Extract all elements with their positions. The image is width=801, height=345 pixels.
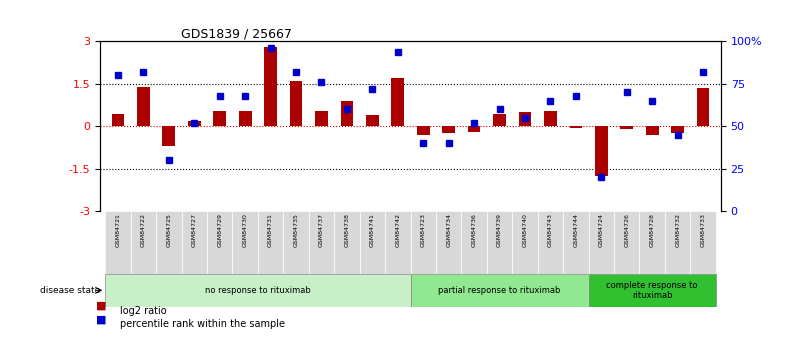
Bar xyxy=(340,101,353,126)
FancyBboxPatch shape xyxy=(105,211,131,274)
Bar xyxy=(213,111,226,126)
Bar xyxy=(621,126,633,129)
FancyBboxPatch shape xyxy=(182,211,207,274)
Bar xyxy=(239,111,252,126)
FancyBboxPatch shape xyxy=(284,211,308,274)
FancyBboxPatch shape xyxy=(411,274,589,307)
FancyBboxPatch shape xyxy=(436,211,461,274)
Bar xyxy=(518,112,531,126)
Text: GSM84743: GSM84743 xyxy=(548,213,553,247)
FancyBboxPatch shape xyxy=(487,211,513,274)
Text: GSM84737: GSM84737 xyxy=(319,213,324,247)
Bar xyxy=(111,114,124,126)
Bar xyxy=(595,126,608,176)
Text: GSM84727: GSM84727 xyxy=(191,213,197,247)
Text: percentile rank within the sample: percentile rank within the sample xyxy=(120,319,285,329)
FancyBboxPatch shape xyxy=(258,211,284,274)
Bar xyxy=(697,88,710,126)
Text: GSM84728: GSM84728 xyxy=(650,213,654,247)
Bar xyxy=(366,115,379,126)
Text: GSM84739: GSM84739 xyxy=(497,213,502,247)
FancyBboxPatch shape xyxy=(156,211,182,274)
Text: GSM84736: GSM84736 xyxy=(472,213,477,247)
FancyBboxPatch shape xyxy=(308,211,334,274)
FancyBboxPatch shape xyxy=(360,211,385,274)
Text: GSM84721: GSM84721 xyxy=(115,213,120,247)
Text: GDS1839 / 25667: GDS1839 / 25667 xyxy=(181,27,292,40)
Text: ■: ■ xyxy=(96,301,107,311)
Text: GSM84734: GSM84734 xyxy=(446,213,451,247)
Text: GSM84729: GSM84729 xyxy=(217,213,222,247)
Text: GSM84732: GSM84732 xyxy=(675,213,680,247)
Bar xyxy=(671,126,684,134)
Bar xyxy=(468,126,481,132)
Text: GSM84726: GSM84726 xyxy=(624,213,630,247)
Bar xyxy=(442,126,455,134)
Bar xyxy=(417,126,429,135)
Text: disease state: disease state xyxy=(40,286,100,295)
FancyBboxPatch shape xyxy=(639,211,665,274)
Text: GSM84741: GSM84741 xyxy=(370,213,375,247)
Text: GSM84740: GSM84740 xyxy=(522,213,528,247)
FancyBboxPatch shape xyxy=(105,274,411,307)
FancyBboxPatch shape xyxy=(614,211,639,274)
Text: GSM84742: GSM84742 xyxy=(395,213,400,247)
FancyBboxPatch shape xyxy=(665,211,690,274)
Text: GSM84738: GSM84738 xyxy=(344,213,349,247)
Bar xyxy=(264,47,277,126)
Bar xyxy=(544,111,557,126)
FancyBboxPatch shape xyxy=(461,211,487,274)
Bar xyxy=(646,126,658,135)
FancyBboxPatch shape xyxy=(589,274,716,307)
Text: ■: ■ xyxy=(96,315,107,325)
FancyBboxPatch shape xyxy=(232,211,258,274)
FancyBboxPatch shape xyxy=(385,211,411,274)
Text: no response to rituximab: no response to rituximab xyxy=(205,286,311,295)
Text: GSM84730: GSM84730 xyxy=(243,213,248,247)
FancyBboxPatch shape xyxy=(589,211,614,274)
FancyBboxPatch shape xyxy=(537,211,563,274)
Bar xyxy=(570,126,582,128)
Bar xyxy=(493,114,506,126)
Text: GSM84733: GSM84733 xyxy=(701,213,706,247)
FancyBboxPatch shape xyxy=(207,211,232,274)
Text: GSM84735: GSM84735 xyxy=(293,213,299,247)
Text: GSM84722: GSM84722 xyxy=(141,213,146,247)
FancyBboxPatch shape xyxy=(513,211,537,274)
FancyBboxPatch shape xyxy=(131,211,156,274)
Text: GSM84744: GSM84744 xyxy=(574,213,578,247)
Bar xyxy=(137,87,150,126)
Text: GSM84725: GSM84725 xyxy=(167,213,171,247)
FancyBboxPatch shape xyxy=(411,211,436,274)
Bar xyxy=(392,78,405,126)
Bar xyxy=(290,81,303,126)
Text: GSM84724: GSM84724 xyxy=(599,213,604,247)
Text: GSM84731: GSM84731 xyxy=(268,213,273,247)
FancyBboxPatch shape xyxy=(690,211,716,274)
Text: log2 ratio: log2 ratio xyxy=(120,306,167,315)
Bar xyxy=(163,126,175,146)
Text: complete response to
rituximab: complete response to rituximab xyxy=(606,280,698,300)
FancyBboxPatch shape xyxy=(563,211,589,274)
Text: GSM84723: GSM84723 xyxy=(421,213,426,247)
Text: partial response to rituximab: partial response to rituximab xyxy=(438,286,561,295)
Bar xyxy=(315,111,328,126)
FancyBboxPatch shape xyxy=(334,211,360,274)
Bar xyxy=(188,121,200,126)
